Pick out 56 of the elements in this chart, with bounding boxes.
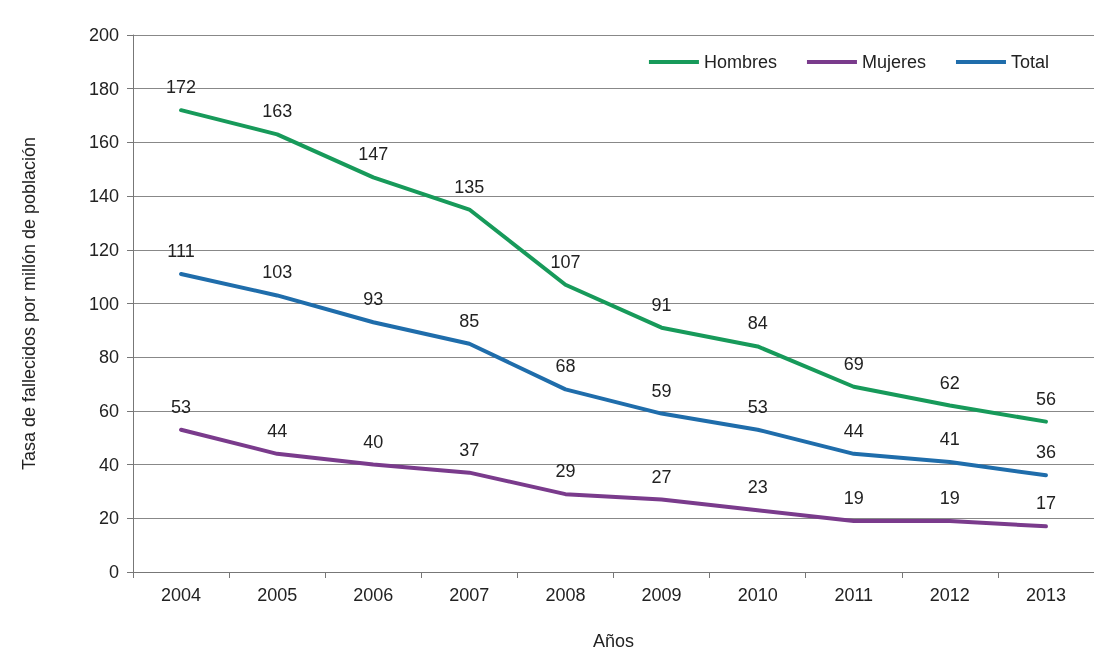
y-tick-label: 160: [88, 132, 119, 153]
data-label: 103: [262, 262, 293, 283]
data-label: 56: [1035, 388, 1056, 409]
data-label: 19: [939, 487, 960, 508]
y-tick-label: 80: [98, 347, 119, 368]
y-tick-label: 40: [98, 454, 119, 475]
y-tick-label: 0: [108, 562, 119, 582]
x-tick-label: 2013: [1025, 585, 1066, 605]
x-tick-label: 2007: [449, 585, 490, 605]
legend-label: Hombres: [703, 52, 777, 72]
y-tick-label: 20: [98, 508, 119, 529]
x-tick-label: 2005: [257, 585, 298, 605]
data-label: 68: [555, 356, 576, 377]
data-label: 53: [171, 396, 192, 417]
x-tick-label: 2006: [353, 585, 394, 605]
y-tick-label: 180: [88, 78, 119, 99]
data-label: 163: [262, 101, 293, 122]
x-tick-label: 2004: [161, 585, 202, 605]
x-tick-label: 2012: [929, 585, 970, 605]
y-axis-title: Tasa de fallecidos por millón de población: [19, 136, 39, 471]
data-label: 59: [651, 380, 672, 401]
x-axis-title: Años: [592, 631, 635, 651]
data-label: 91: [651, 294, 672, 315]
x-tick-label: 2011: [834, 585, 874, 605]
data-label: 17: [1035, 493, 1056, 514]
y-tick-label: 200: [88, 25, 119, 45]
y-tick-label: 120: [88, 239, 119, 260]
data-label: 44: [843, 420, 864, 441]
data-label: 29: [555, 461, 576, 482]
data-label: 93: [363, 289, 384, 310]
data-label: 44: [267, 420, 288, 441]
data-label: 41: [939, 428, 960, 449]
x-tick-label: 2009: [641, 585, 682, 605]
y-tick-label: 140: [88, 186, 119, 207]
data-label: 111: [167, 240, 195, 261]
data-label: 19: [843, 487, 864, 508]
legend-label: Total: [1010, 52, 1050, 72]
data-label: 53: [747, 396, 768, 417]
data-label: 107: [550, 251, 581, 272]
data-label: 37: [459, 439, 480, 460]
legend-label: Mujeres: [861, 52, 926, 72]
x-tick-label: 2010: [737, 585, 778, 605]
data-label: 147: [358, 144, 389, 165]
data-label: 84: [747, 313, 768, 334]
data-label: 135: [454, 176, 485, 197]
data-label: 27: [651, 466, 672, 487]
data-label: 69: [843, 353, 864, 374]
data-label: 40: [363, 431, 384, 452]
data-label: 62: [939, 372, 960, 393]
data-label: 85: [459, 310, 480, 331]
data-label: 172: [166, 77, 197, 98]
y-tick-label: 100: [88, 293, 119, 314]
y-tick-label: 60: [98, 400, 119, 421]
data-label: 36: [1035, 442, 1056, 463]
data-label: 23: [747, 477, 768, 498]
x-tick-label: 2008: [545, 585, 586, 605]
